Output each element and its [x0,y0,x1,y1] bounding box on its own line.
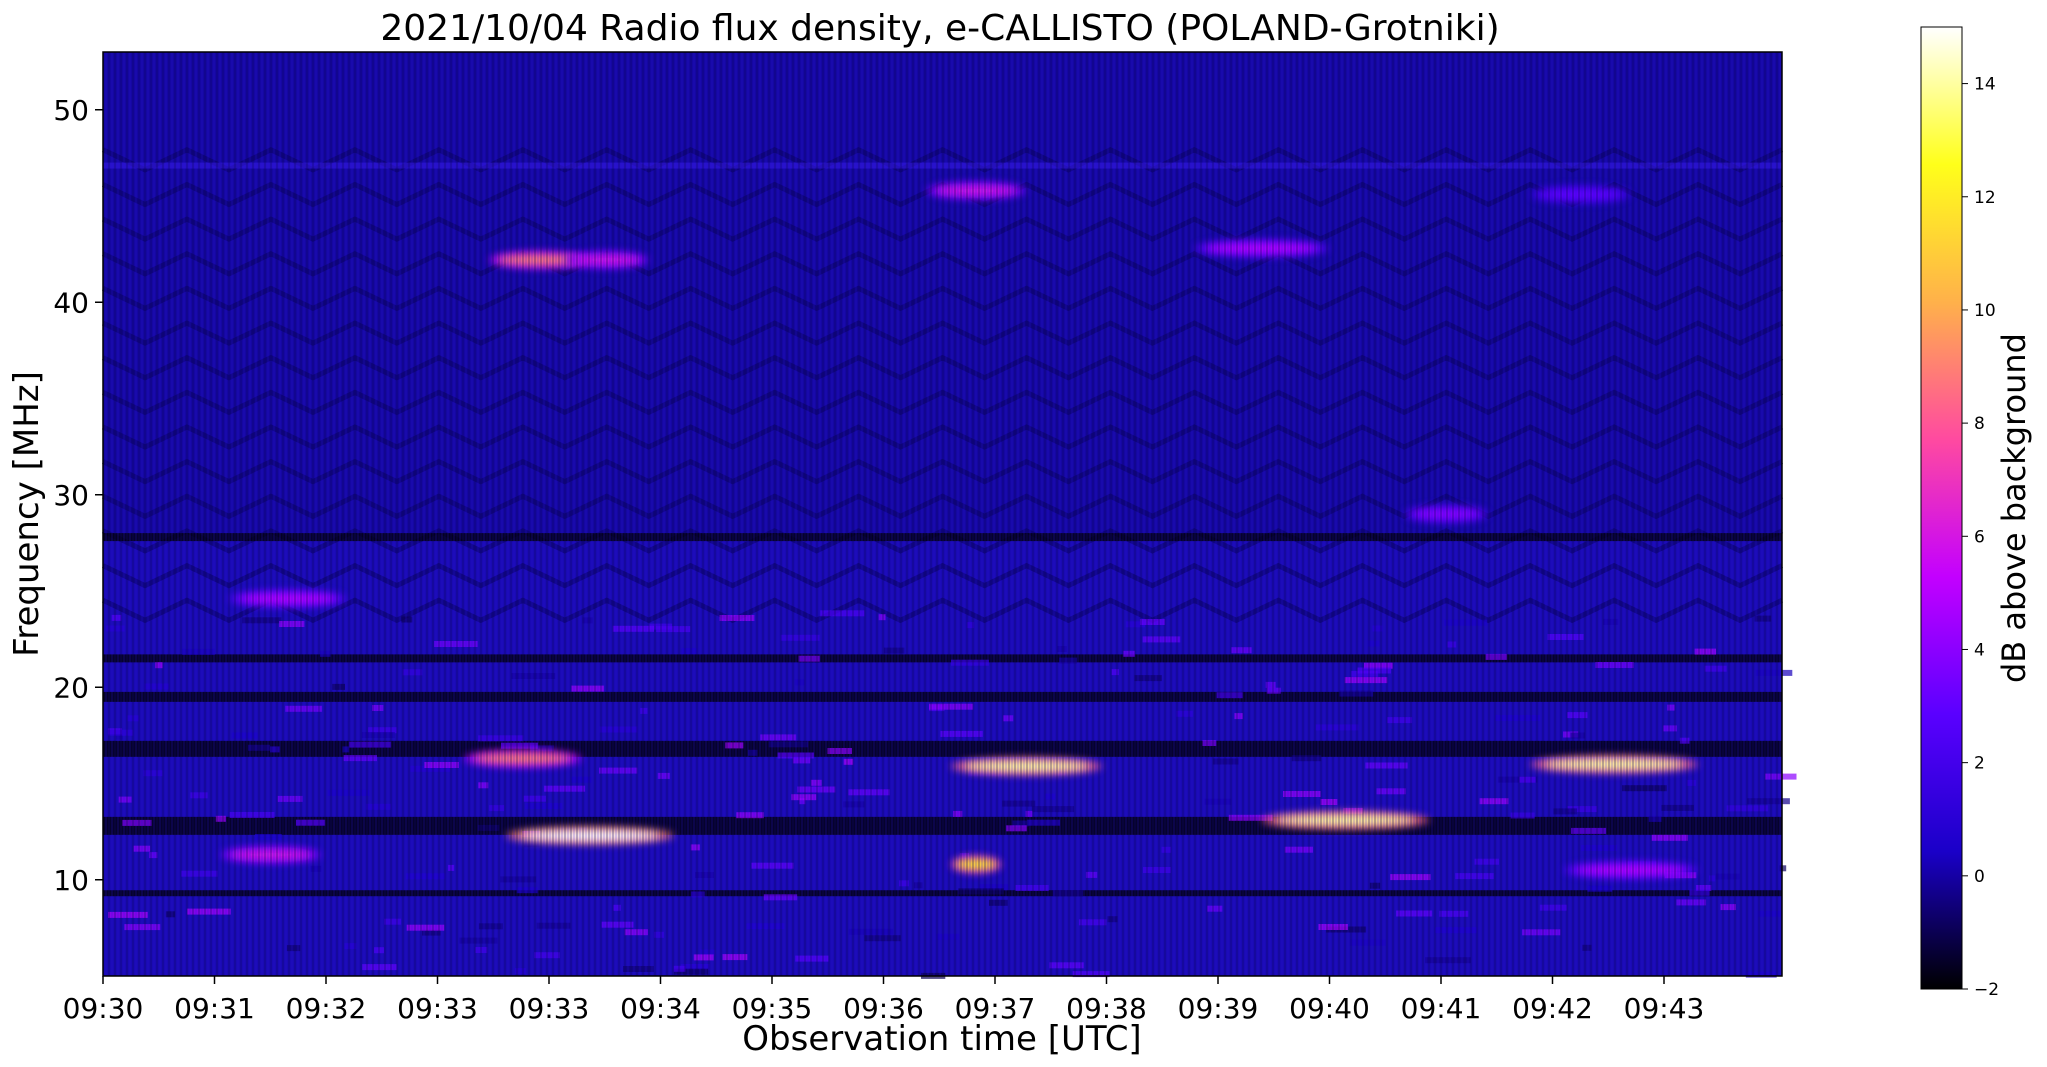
y-tick-label: 10 [53,864,89,897]
colorbar-tick-label: 8 [1974,414,1985,434]
x-tick-label: 09:37 [955,992,1036,1025]
x-tick-label: 09:41 [1401,992,1482,1025]
x-axis-label: Observation time [UTC] [742,1019,1141,1059]
colorbar-label: dB above background [1995,333,2033,683]
colorbar: −2 0 2 4 6 8 10 12 14 dB above background [1920,26,2033,1000]
plot-frame [102,51,1783,977]
y-tick-label: 30 [53,479,89,512]
x-tick-label: 09:34 [620,992,701,1025]
x-tick-label: 09:39 [1178,992,1259,1025]
colorbar-tick-label: 10 [1974,301,1996,321]
x-tick-label: 09:43 [1624,992,1705,1025]
chart-title: 2021/10/04 Radio flux density, e-CALLIST… [380,8,1499,49]
colorbar-tick-label: 2 [1974,754,1985,774]
plot-area [101,51,1797,979]
y-axis: 10 20 30 40 50 [53,94,103,897]
colorbar-gradient [1920,26,1963,990]
x-tick-label: 09:33 [509,992,590,1025]
x-tick-label: 09:33 [397,992,478,1025]
x-axis: 09:30 09:31 09:32 09:33 09:33 09:34 09:35 09:36… [63,976,1705,1025]
y-axis-label: Frequency [MHz] [7,371,47,657]
x-tick-label: 09:35 [732,992,813,1025]
x-tick-label: 09:32 [286,992,367,1025]
y-tick-label: 50 [53,94,89,127]
y-tick-label: 20 [53,671,89,704]
y-tick-label: 40 [53,286,89,319]
colorbar-tick-label: 0 [1974,867,1985,887]
x-tick-label: 09:40 [1289,992,1370,1025]
x-tick-label: 09:31 [174,992,255,1025]
x-tick-label: 09:36 [843,992,924,1025]
x-tick-label: 09:42 [1512,992,1593,1025]
colorbar-tick-label: −2 [1974,980,1999,1000]
colorbar-tick-label: 4 [1974,640,1985,660]
colorbar-tick-label: 12 [1974,188,1996,208]
x-tick-label: 09:30 [63,992,144,1025]
colorbar-tick-label: 6 [1974,527,1985,547]
x-tick-label: 09:38 [1066,992,1147,1025]
heatmap-noise-texture [103,52,1782,976]
heatmap-speckle [1779,865,1787,872]
colorbar-ticks: −2 0 2 4 6 8 10 12 14 [1962,75,1999,1000]
colorbar-tick-label: 14 [1974,75,1996,95]
